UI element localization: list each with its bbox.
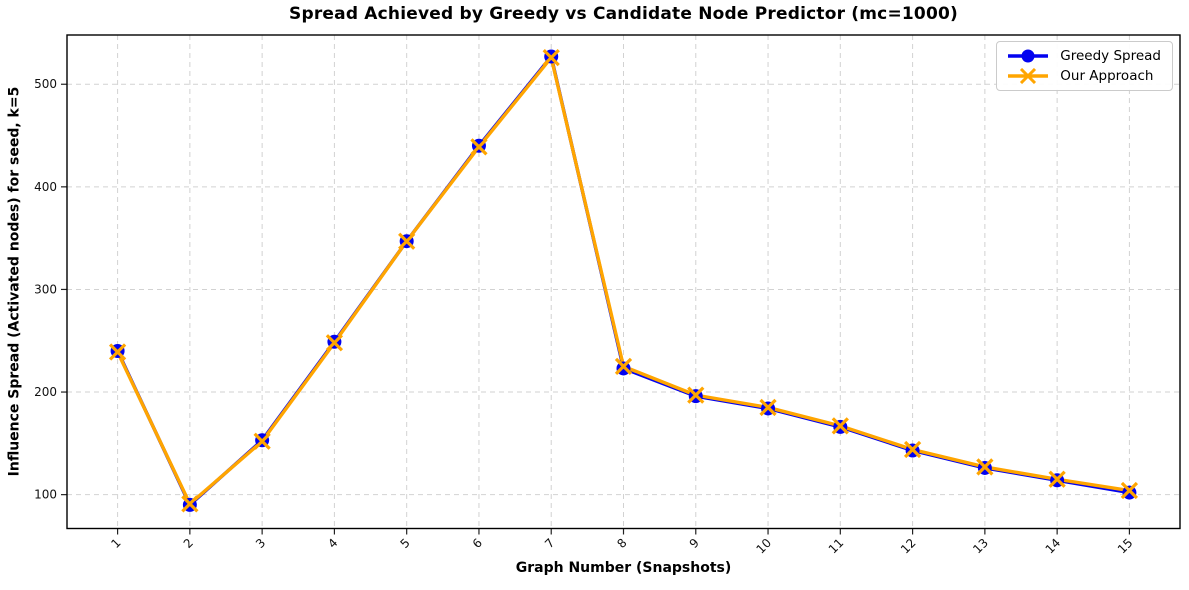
y-tick-label-300: 300 bbox=[34, 282, 57, 296]
ours-marker-14 bbox=[1048, 470, 1066, 488]
ours-marker-15 bbox=[1120, 481, 1139, 500]
ours-marker-3 bbox=[253, 432, 271, 450]
x-tick-label-11: 11 bbox=[826, 536, 847, 557]
ours-marker-6 bbox=[470, 138, 488, 156]
x-tick-label-14: 14 bbox=[1043, 536, 1064, 557]
y-axis-label: Influence Spread (Activated nodes) for s… bbox=[6, 86, 23, 477]
legend-label-greedy: Greedy Spread bbox=[1060, 48, 1161, 64]
x-tick-label-9: 9 bbox=[687, 536, 702, 551]
x-tick-label-2: 2 bbox=[181, 536, 196, 551]
y-tick-label-200: 200 bbox=[34, 385, 57, 399]
y-tick-label-500: 500 bbox=[34, 77, 57, 91]
ours-marker-5 bbox=[398, 232, 416, 250]
x-tick-label-6: 6 bbox=[470, 536, 485, 551]
ours-marker-12 bbox=[903, 440, 922, 459]
x-tick-label-8: 8 bbox=[614, 536, 629, 551]
x-tick-label-10: 10 bbox=[753, 536, 774, 557]
x-tick-label-1: 1 bbox=[108, 536, 123, 551]
legend-item-greedy-spread: Greedy Spread bbox=[1005, 48, 1161, 64]
x-tick-label-15: 15 bbox=[1115, 536, 1136, 557]
x-tick-label-5: 5 bbox=[398, 536, 413, 551]
ours-marker-10 bbox=[759, 398, 777, 417]
y-tick-label-100: 100 bbox=[34, 488, 57, 502]
legend: Greedy Spread Our Approach bbox=[996, 41, 1173, 91]
ours-marker-13 bbox=[976, 458, 994, 476]
ours-marker-4 bbox=[325, 334, 344, 352]
legend-label-ours: Our Approach bbox=[1060, 68, 1154, 84]
x-tick-label-4: 4 bbox=[325, 536, 340, 551]
ours-marker-1 bbox=[108, 343, 127, 361]
legend-item-our-approach: Our Approach bbox=[1005, 68, 1161, 84]
ours-marker-11 bbox=[831, 417, 849, 435]
ours-marker-8 bbox=[614, 357, 633, 376]
legend-x-marker-icon bbox=[1020, 68, 1037, 84]
legend-swatch-ours bbox=[1008, 68, 1049, 84]
chart-title: Spread Achieved by Greedy vs Candidate N… bbox=[289, 4, 958, 24]
ours-marker-2 bbox=[181, 495, 199, 513]
x-tick-label-3: 3 bbox=[253, 536, 268, 551]
x-axis-label: Graph Number (Snapshots) bbox=[515, 560, 732, 576]
ours-marker-9 bbox=[687, 386, 705, 404]
ours-marker-7 bbox=[542, 48, 560, 67]
plot-border bbox=[66, 34, 1181, 530]
x-tick-label-12: 12 bbox=[898, 536, 919, 557]
legend-swatch-greedy bbox=[1008, 49, 1049, 63]
x-tick-label-13: 13 bbox=[970, 536, 991, 557]
x-tick-label-7: 7 bbox=[542, 536, 557, 551]
y-tick-label-400: 400 bbox=[34, 180, 57, 194]
legend-circle-marker-icon bbox=[1021, 49, 1035, 63]
